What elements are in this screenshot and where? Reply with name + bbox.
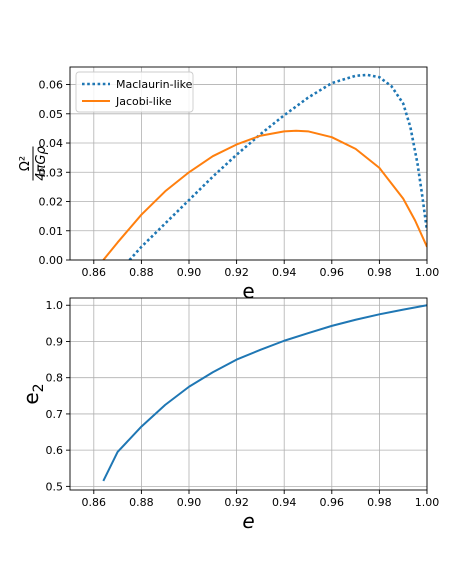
y-tick-label: 0.9 xyxy=(46,335,64,348)
legend-label: Maclaurin-like xyxy=(116,78,193,91)
x-tick-label: 0.88 xyxy=(129,266,154,279)
x-tick-label: 0.88 xyxy=(129,496,154,509)
y-tick-label: 0.01 xyxy=(39,225,64,238)
x-tick-label: 0.96 xyxy=(320,496,345,509)
y-tick-label: 0.04 xyxy=(39,137,64,150)
x-tick-label: 0.92 xyxy=(224,266,249,279)
legend-label: Jacobi-like xyxy=(115,95,172,108)
x-tick-label: 0.90 xyxy=(177,496,202,509)
series-line-jacobi-like xyxy=(102,129,427,260)
y-label-text: e2 xyxy=(19,383,47,404)
x-tick-label: 0.96 xyxy=(320,266,345,279)
y-axis-label: Ω² 4πGρ xyxy=(18,146,49,181)
x-tick-label: 0.86 xyxy=(82,496,107,509)
y-tick-label: 0.8 xyxy=(46,372,64,385)
y-label-subscript: 2 xyxy=(31,383,47,392)
x-tick-label: 0.94 xyxy=(272,266,297,279)
x-tick-label: 1.00 xyxy=(415,496,440,509)
y-tick-label: 0.05 xyxy=(39,108,64,121)
y-tick-label: 0.02 xyxy=(39,196,64,209)
y-label-denominator: 4πGρ xyxy=(34,146,49,181)
y-tick-label: 0.7 xyxy=(46,408,64,421)
plot-frame xyxy=(69,66,428,261)
y-tick-label: 0.00 xyxy=(39,254,64,267)
x-tick-label: 0.86 xyxy=(82,266,107,279)
x-tick-label: 0.98 xyxy=(367,266,392,279)
x-axis-label: e xyxy=(242,509,254,533)
x-tick-label: 0.92 xyxy=(224,496,249,509)
top-chart: 0.86 0.88 0.90 0.92 0.94 0.96 0.98 1.00 0.00 0.01… xyxy=(18,66,440,303)
y-label-numerator: Ω² xyxy=(18,156,33,171)
series-line-maclaurin-like xyxy=(128,73,427,260)
legend: Maclaurin-like Jacobi-like xyxy=(75,71,194,113)
y-tick-label: 0.5 xyxy=(46,480,64,493)
x-tick-label: 1.00 xyxy=(415,266,440,279)
x-tick-label: 0.90 xyxy=(177,266,202,279)
x-tick-label: 0.94 xyxy=(272,496,297,509)
plot-frame xyxy=(69,297,428,491)
y-tick-label: 0.03 xyxy=(39,166,64,179)
y-tick-label: 0.06 xyxy=(39,79,64,92)
bottom-chart: 0.86 0.88 0.90 0.92 0.94 0.96 0.98 1.000.50.60.… xyxy=(19,297,440,533)
y-axis-label: e2 xyxy=(19,383,47,404)
y-tick-label: 0.6 xyxy=(46,444,64,457)
x-axis-label: e xyxy=(242,279,254,303)
series-line-e2 xyxy=(102,304,427,482)
y-tick-label: 1.0 xyxy=(46,299,64,312)
x-tick-label: 0.98 xyxy=(367,496,392,509)
